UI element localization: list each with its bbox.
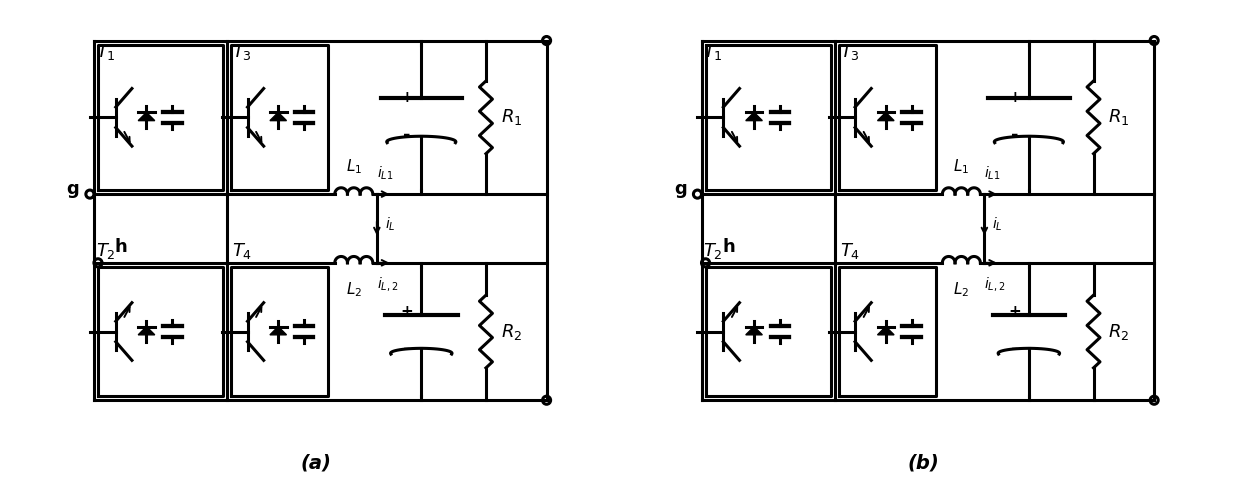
Text: -: -: [1011, 340, 1018, 358]
Text: (b): (b): [908, 454, 940, 473]
Text: -: -: [403, 340, 410, 358]
Text: $i_{L1}$: $i_{L1}$: [377, 165, 393, 182]
Text: $\mathbf{g}$: $\mathbf{g}$: [673, 182, 687, 200]
Text: +: +: [1008, 304, 1021, 319]
Text: $\mathbf{g}$: $\mathbf{g}$: [66, 182, 79, 200]
Text: $i_{L,2}$: $i_{L,2}$: [377, 275, 398, 293]
Text: $T_3$: $T_3$: [232, 42, 252, 62]
Polygon shape: [270, 113, 286, 121]
Text: $\mathbf{h}$: $\mathbf{h}$: [114, 238, 128, 256]
Text: (a): (a): [301, 454, 331, 473]
Text: $R_1$: $R_1$: [1109, 107, 1130, 127]
Polygon shape: [878, 327, 894, 335]
Polygon shape: [138, 113, 155, 121]
Text: $i_{L,2}$: $i_{L,2}$: [985, 275, 1006, 293]
Text: $L_2$: $L_2$: [346, 281, 362, 299]
Text: $T_1$: $T_1$: [703, 42, 723, 62]
Text: -: -: [1011, 126, 1018, 144]
Text: $i_{L1}$: $i_{L1}$: [985, 165, 1001, 182]
Text: +: +: [1008, 90, 1021, 104]
Polygon shape: [745, 327, 763, 335]
Text: $T_4$: $T_4$: [232, 241, 253, 261]
Text: $T_4$: $T_4$: [839, 241, 861, 261]
Polygon shape: [878, 113, 894, 121]
Text: $T_2$: $T_2$: [703, 241, 723, 261]
Text: $L_1$: $L_1$: [954, 158, 970, 176]
Polygon shape: [270, 327, 286, 335]
Text: $T_1$: $T_1$: [95, 42, 115, 62]
Text: $R_2$: $R_2$: [501, 321, 522, 342]
Text: $R_1$: $R_1$: [501, 107, 522, 127]
Text: $T_2$: $T_2$: [95, 241, 115, 261]
Polygon shape: [745, 113, 763, 121]
Polygon shape: [138, 327, 155, 335]
Text: +: +: [401, 304, 413, 319]
Text: $i_L$: $i_L$: [992, 216, 1003, 233]
Text: $T_3$: $T_3$: [839, 42, 859, 62]
Text: $R_2$: $R_2$: [1109, 321, 1130, 342]
Text: $L_2$: $L_2$: [954, 281, 970, 299]
Text: $L_1$: $L_1$: [346, 158, 362, 176]
Text: +: +: [401, 90, 413, 104]
Text: $\mathbf{h}$: $\mathbf{h}$: [722, 238, 735, 256]
Text: $i_L$: $i_L$: [384, 216, 396, 233]
Text: -: -: [403, 126, 410, 144]
